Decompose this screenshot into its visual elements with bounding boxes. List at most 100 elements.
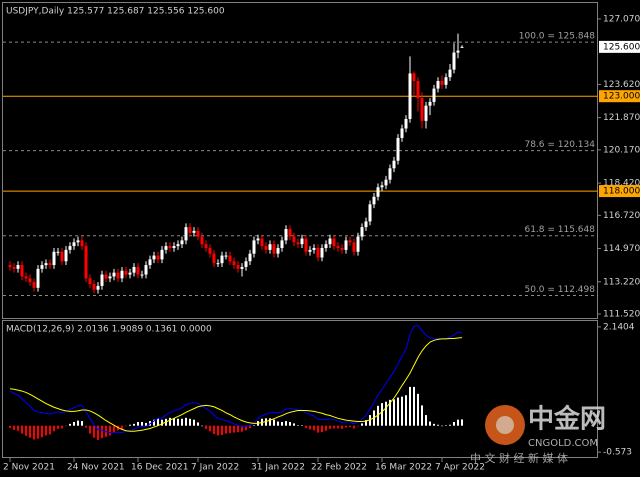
- x-tick-label: 22 Feb 2022: [311, 463, 367, 473]
- candle-body: [448, 69, 452, 78]
- x-tick-label: 24 Nov 2021: [67, 463, 125, 473]
- candle-body: [40, 265, 44, 269]
- candle-body: [384, 179, 388, 186]
- histogram-bar: [21, 425, 23, 434]
- histogram-bar: [153, 419, 155, 426]
- candle-body: [280, 240, 284, 248]
- candle-body: [196, 230, 200, 237]
- macd-title: MACD(12,26,9) 2.0136 1.9089 0.1361 0.000…: [6, 325, 212, 335]
- candle-body: [416, 81, 420, 99]
- histogram-bar: [161, 419, 163, 426]
- fib-label: 100.0 = 125.848: [519, 32, 596, 42]
- histogram-bar: [277, 421, 279, 426]
- candle-body: [152, 255, 156, 260]
- watermark-site: CNGOLD.COM: [528, 438, 598, 449]
- y-tick-label: -0.573: [603, 448, 632, 458]
- candle-body: [88, 278, 92, 285]
- candle-body: [232, 261, 236, 266]
- histogram-bar: [361, 423, 363, 426]
- candle-body: [444, 77, 448, 85]
- candle-body: [284, 229, 288, 241]
- histogram-bar: [53, 425, 55, 432]
- y-tick-label: 111.520: [603, 310, 640, 320]
- candle-body: [72, 242, 76, 247]
- histogram-bar: [177, 418, 179, 426]
- histogram-bar: [369, 415, 371, 426]
- histogram-bar: [425, 415, 427, 426]
- candle-body: [424, 105, 428, 121]
- candle-body: [236, 265, 240, 269]
- candle-body: [16, 265, 20, 269]
- candle-body: [164, 246, 168, 250]
- candle-body: [332, 238, 336, 247]
- histogram-bar: [385, 401, 387, 426]
- candle-body: [360, 227, 364, 237]
- histogram-bar: [69, 423, 71, 426]
- candle-body: [212, 253, 216, 264]
- y-tick-label: 2.1404: [603, 322, 635, 332]
- histogram-bar: [33, 425, 35, 440]
- histogram-bar: [37, 425, 39, 439]
- candle-body: [188, 227, 192, 233]
- price-title: USDJPY,Daily 125.577 125.687 125.556 125…: [6, 7, 225, 17]
- watermark-slogan: 中 文 财 经 新 媒 体: [470, 451, 568, 465]
- histogram-bar: [345, 425, 347, 428]
- candle-body: [320, 247, 324, 258]
- histogram-bar: [197, 422, 199, 426]
- candle-body: [440, 81, 444, 85]
- candle-body: [220, 255, 224, 264]
- histogram-bar: [101, 425, 103, 439]
- y-tick-label: 113.220: [603, 277, 640, 287]
- histogram-bar: [285, 421, 287, 426]
- macd-line: [9, 324, 463, 434]
- candle-body: [376, 187, 380, 197]
- candle-body: [276, 247, 280, 254]
- histogram-bar: [209, 425, 211, 432]
- x-tick-label: 31 Jan 2022: [251, 463, 305, 473]
- histogram-bar: [145, 422, 147, 426]
- histogram-bar: [65, 425, 67, 427]
- candle-body: [120, 270, 124, 279]
- candle-body: [52, 251, 56, 266]
- candle-body: [460, 46, 464, 48]
- histogram-bar: [249, 425, 251, 428]
- histogram-bar: [121, 425, 123, 429]
- candle-body: [356, 236, 360, 252]
- histogram-bar: [393, 399, 395, 426]
- histogram-bar: [137, 422, 139, 426]
- y-tick-label: 114.970: [603, 244, 640, 254]
- candle-body: [288, 229, 292, 237]
- candle-body: [420, 98, 424, 121]
- histogram-bar: [13, 425, 15, 430]
- histogram-bar: [293, 423, 295, 426]
- histogram-bar: [321, 425, 323, 433]
- candle-body: [316, 247, 320, 258]
- x-tick-label: 7 Apr 2022: [435, 463, 485, 473]
- candle-body: [240, 266, 244, 269]
- x-tick-label: 16 Mar 2022: [375, 463, 432, 473]
- candle-body: [252, 240, 256, 254]
- histogram-bar: [281, 422, 283, 426]
- histogram-bar: [213, 425, 215, 434]
- histogram-bar: [97, 425, 99, 440]
- candle-body: [176, 244, 180, 247]
- histogram-bar: [433, 423, 435, 426]
- candle-body: [312, 247, 316, 250]
- candle-body: [400, 128, 404, 138]
- candle-body: [64, 249, 68, 262]
- histogram-bar: [93, 425, 95, 438]
- candle-body: [132, 266, 136, 273]
- histogram-bar: [217, 425, 219, 436]
- histogram-bar: [173, 418, 175, 426]
- histogram-bar: [57, 425, 59, 429]
- candle-body: [412, 73, 416, 82]
- candle-body: [260, 238, 264, 247]
- histogram-bar: [89, 425, 91, 434]
- candle-body: [408, 73, 412, 119]
- histogram-bar: [333, 425, 335, 429]
- candle-body: [436, 81, 440, 89]
- histogram-bar: [29, 425, 31, 438]
- candle-body: [112, 272, 116, 277]
